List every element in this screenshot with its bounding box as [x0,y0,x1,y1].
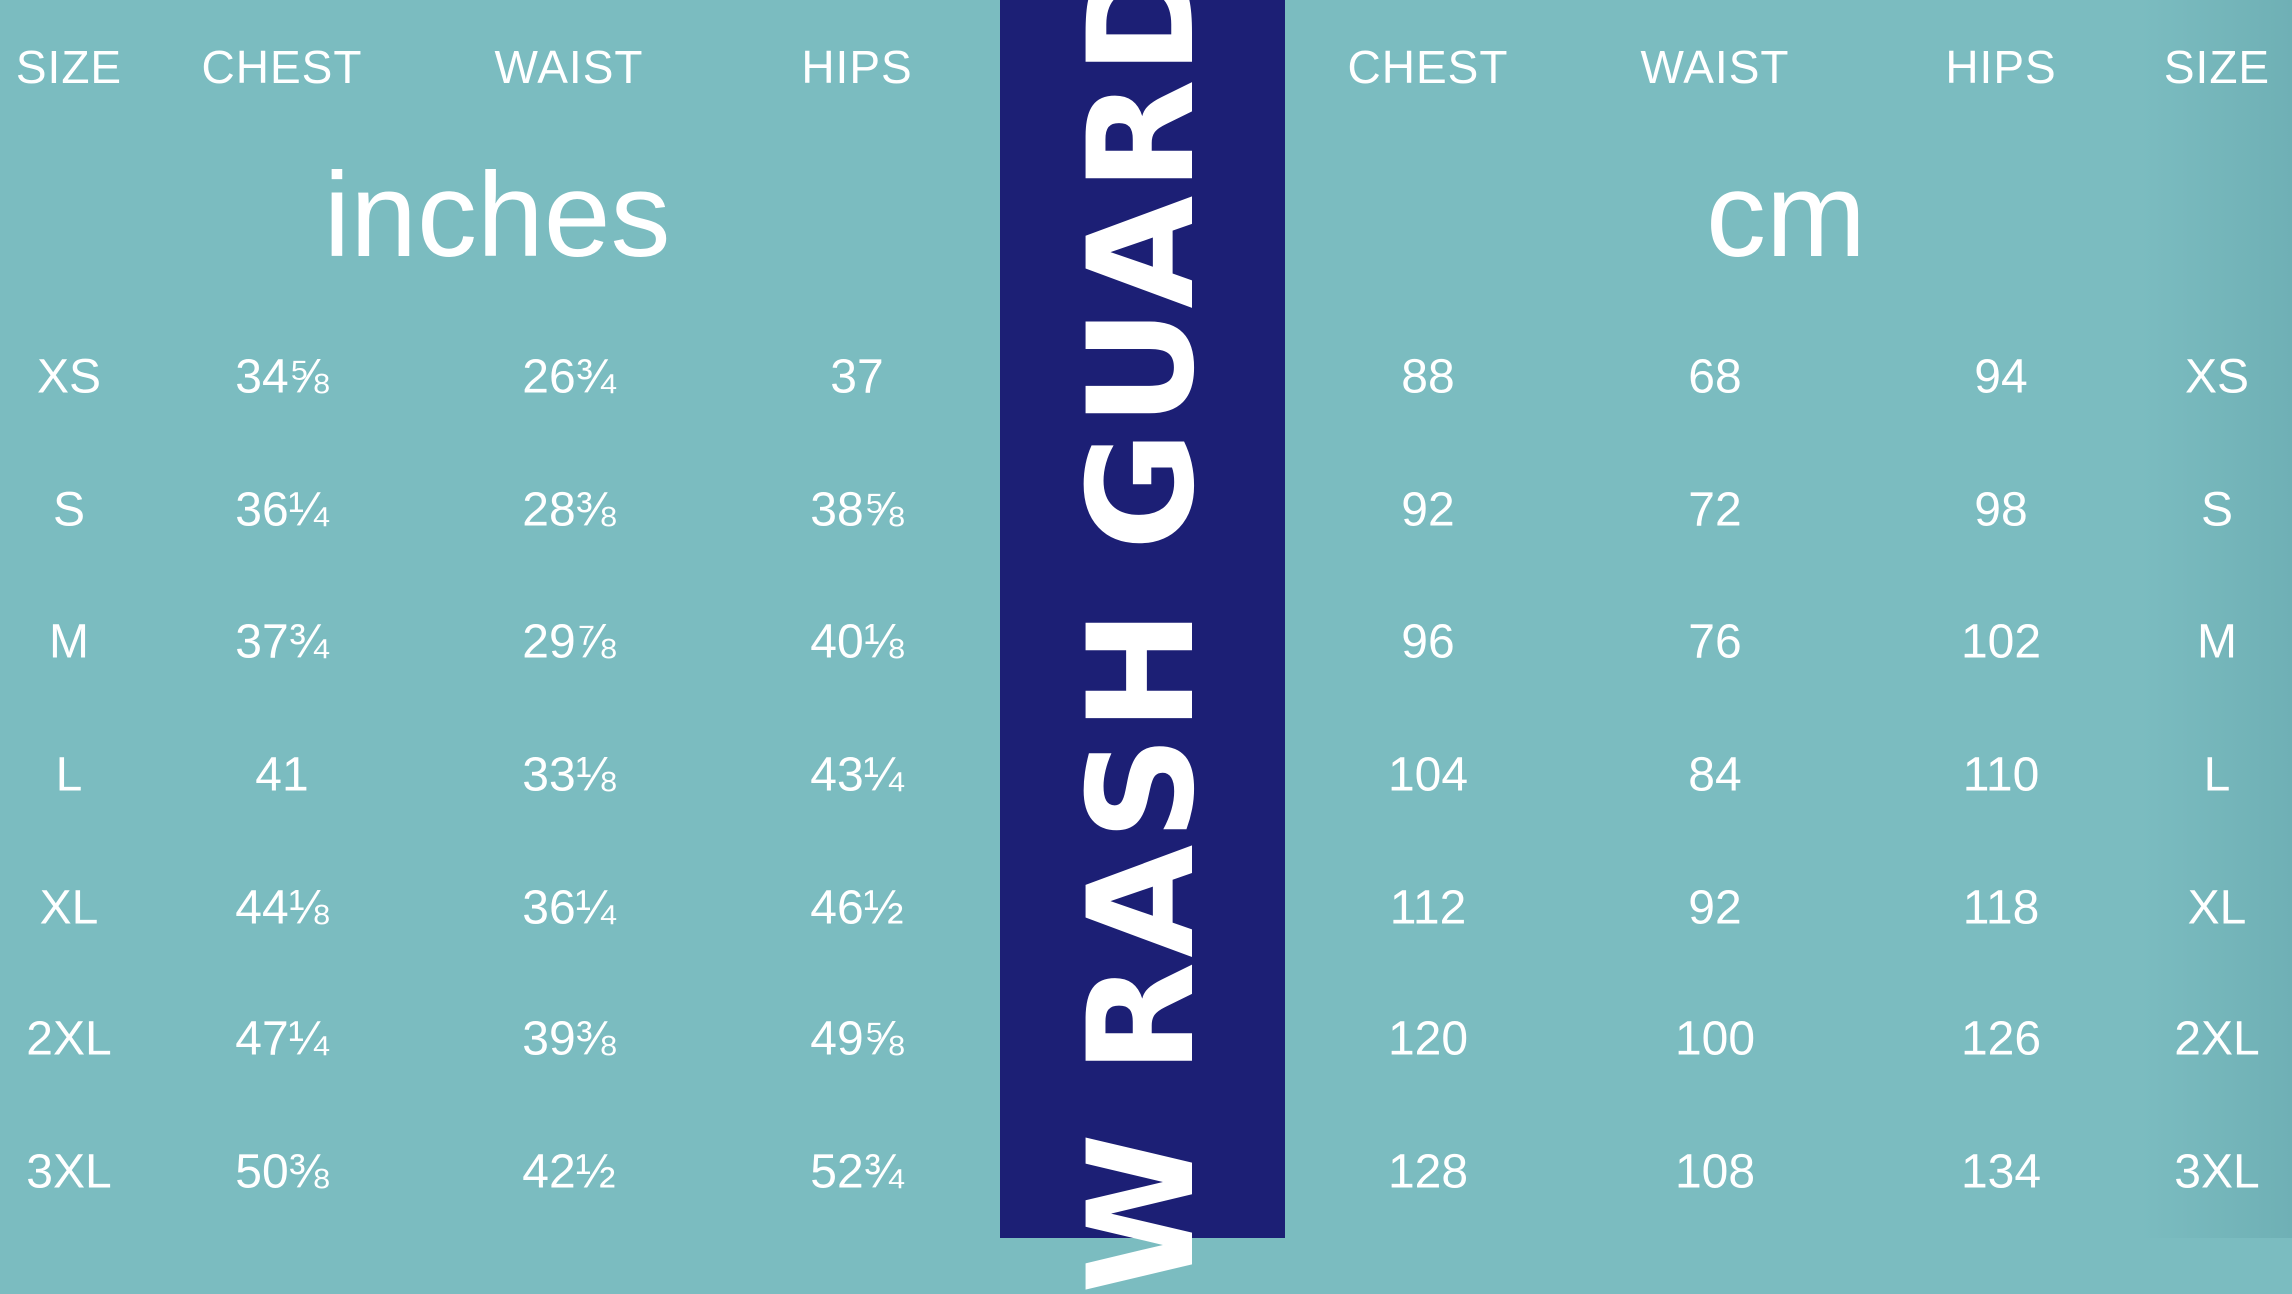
inches-table-cell: XS [36,350,102,404]
cm-table-cell: XL [2187,881,2247,935]
inches-table-cell: 44⅛ [235,881,329,935]
cm-table-cell: 120 [1387,1012,1469,1066]
inches-table-cell: 42½ [522,1145,616,1199]
cm-table-cell: 104 [1387,748,1469,802]
inches-table-cell: 36¼ [522,881,616,935]
cm-column-header: HIPS [1945,41,2057,93]
inches-table-cell: 37¾ [235,615,329,669]
inches-table-cell: 3XL [26,1145,112,1199]
inches-table-cell: XL [39,881,99,935]
cm-table-cell: 134 [1960,1145,2042,1199]
inches-table-cell: 41 [255,748,309,802]
cm-table-cell: 118 [1962,881,2040,935]
cm-table-cell: 3XL [2174,1145,2260,1199]
cm-table-cell: 72 [1688,483,1742,537]
inches-table-cell: 36¼ [235,483,329,537]
cm-table-cell: L [2203,748,2231,802]
inches-table-cell: 39⅜ [522,1012,616,1066]
cm-table-cell: 2XL [2174,1012,2260,1066]
cm-table-cell: 84 [1688,748,1742,802]
inches-table-cell: 46½ [810,881,904,935]
cm-table-cell: 112 [1389,881,1467,935]
cm-table-cell: 92 [1401,483,1455,537]
inches-table-cell: 50⅜ [235,1145,329,1199]
cm-table-cell: 110 [1962,748,2040,802]
cm-column-header: CHEST [1347,41,1509,93]
cm-unit-label: cm [1706,148,1866,282]
cm-table-cell: S [2200,483,2234,537]
inches-column-header: HIPS [801,41,913,93]
cm-table-cell: XS [2184,350,2250,404]
inches-table-cell: M [49,615,89,669]
cm-table-cell: 126 [1960,1012,2042,1066]
cm-table-cell: M [2197,615,2237,669]
inches-table-cell: 26¾ [522,350,616,404]
inches-table-cell: 52¾ [810,1145,904,1199]
inches-table-cell: L [55,748,83,802]
cm-table-cell: 108 [1674,1145,1756,1199]
inches-table-cell: 38⅝ [810,483,904,537]
inches-table-cell: 33⅛ [522,748,616,802]
cm-table-cell: 88 [1401,350,1455,404]
inches-table-cell: 43¼ [810,748,904,802]
title-band [1000,0,1285,1238]
inches-table-cell: S [52,483,86,537]
cm-panel-background [1285,0,2292,1238]
cm-column-header: WAIST [1640,41,1790,93]
inches-table-cell: 34⅝ [235,350,329,404]
inches-column-header: CHEST [201,41,363,93]
inches-column-header: WAIST [494,41,644,93]
cm-table-cell: 94 [1974,350,2028,404]
inches-table-cell: 40⅛ [810,615,904,669]
cm-table-cell: 102 [1960,615,2042,669]
cm-column-header: SIZE [2163,41,2271,93]
inches-unit-label: inches [323,148,671,282]
inches-column-header: SIZE [15,41,123,93]
cm-table-cell: 100 [1674,1012,1756,1066]
cm-table-cell: 96 [1401,615,1455,669]
inches-table-cell: 49⅝ [810,1012,904,1066]
cm-table-cell: 76 [1688,615,1742,669]
inches-table-cell: 37 [830,350,884,404]
cm-table-cell: 98 [1974,483,2028,537]
product-title: W RASH GUARD [1057,0,1227,1294]
inches-table-cell: 47¼ [235,1012,329,1066]
cm-table-cell: 128 [1387,1145,1469,1199]
cm-table-cell: 68 [1688,350,1742,404]
inches-table-cell: 28⅜ [522,483,616,537]
inches-table-cell: 29⅞ [522,615,616,669]
inches-table-cell: 2XL [26,1012,112,1066]
cm-table-cell: 92 [1688,881,1742,935]
